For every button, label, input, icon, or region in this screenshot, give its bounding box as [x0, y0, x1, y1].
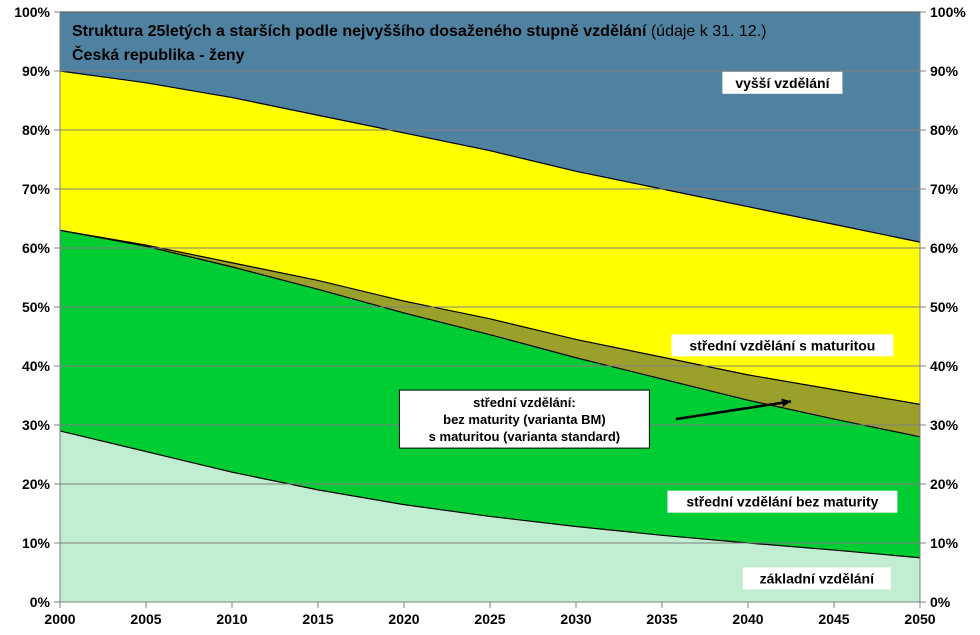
- x-tick-label: 2005: [130, 611, 161, 627]
- y-tick-right: 100%: [930, 4, 966, 20]
- y-tick-right: 10%: [930, 535, 959, 551]
- y-tick-left: 100%: [14, 4, 50, 20]
- y-tick-right: 70%: [930, 181, 959, 197]
- y-tick-left: 20%: [22, 476, 51, 492]
- y-tick-right: 40%: [930, 358, 959, 374]
- x-tick-label: 2045: [818, 611, 849, 627]
- area-chart: 2000 2005 2010 2015 2020 2025 2030 2035 2040 2045…: [0, 0, 980, 635]
- x-tick-label: 2010: [216, 611, 247, 627]
- x-tick-label: 2025: [474, 611, 505, 627]
- label-text-maturita: střední vzdělání s maturitou: [689, 337, 875, 353]
- y-tick-left: 40%: [22, 358, 51, 374]
- y-tick-left: 80%: [22, 122, 51, 138]
- y-tick-right: 20%: [930, 476, 959, 492]
- x-tick-label: 2050: [904, 611, 935, 627]
- annotation-line: s maturitou (varianta standard): [429, 429, 620, 444]
- x-tick-label: 2000: [44, 611, 75, 627]
- title-line2: Česká republika - ženy: [72, 45, 245, 64]
- label-text-vyssi: vyšší vzdělání: [735, 75, 830, 91]
- label-text-zakladni: základní vzdělání: [760, 570, 875, 586]
- label-text-bez_mat: střední vzdělání bez maturity: [686, 494, 878, 510]
- y-tick-right: 90%: [930, 63, 959, 79]
- y-tick-right: 0%: [930, 594, 951, 610]
- x-tick-label: 2035: [646, 611, 677, 627]
- annotation-line: bez maturity (varianta BM): [443, 412, 606, 427]
- chart-container: 2000 2005 2010 2015 2020 2025 2030 2035 2040 2045…: [0, 0, 980, 635]
- x-tick-label: 2040: [732, 611, 763, 627]
- y-tick-left: 0%: [30, 594, 51, 610]
- y-tick-left: 30%: [22, 417, 51, 433]
- y-tick-right: 60%: [930, 240, 959, 256]
- x-tick-label: 2020: [388, 611, 419, 627]
- y-tick-right: 80%: [930, 122, 959, 138]
- y-tick-left: 10%: [22, 535, 51, 551]
- y-tick-right: 30%: [930, 417, 959, 433]
- x-tick-label: 2030: [560, 611, 591, 627]
- title-line1: Struktura 25letých a starších podle nejv…: [72, 23, 766, 40]
- y-tick-left: 70%: [22, 181, 51, 197]
- y-tick-right: 50%: [930, 299, 959, 315]
- x-tick-label: 2015: [302, 611, 333, 627]
- y-tick-left: 50%: [22, 299, 51, 315]
- y-tick-left: 90%: [22, 63, 51, 79]
- y-tick-left: 60%: [22, 240, 51, 256]
- annotation-line: střední vzdělání:: [473, 395, 576, 410]
